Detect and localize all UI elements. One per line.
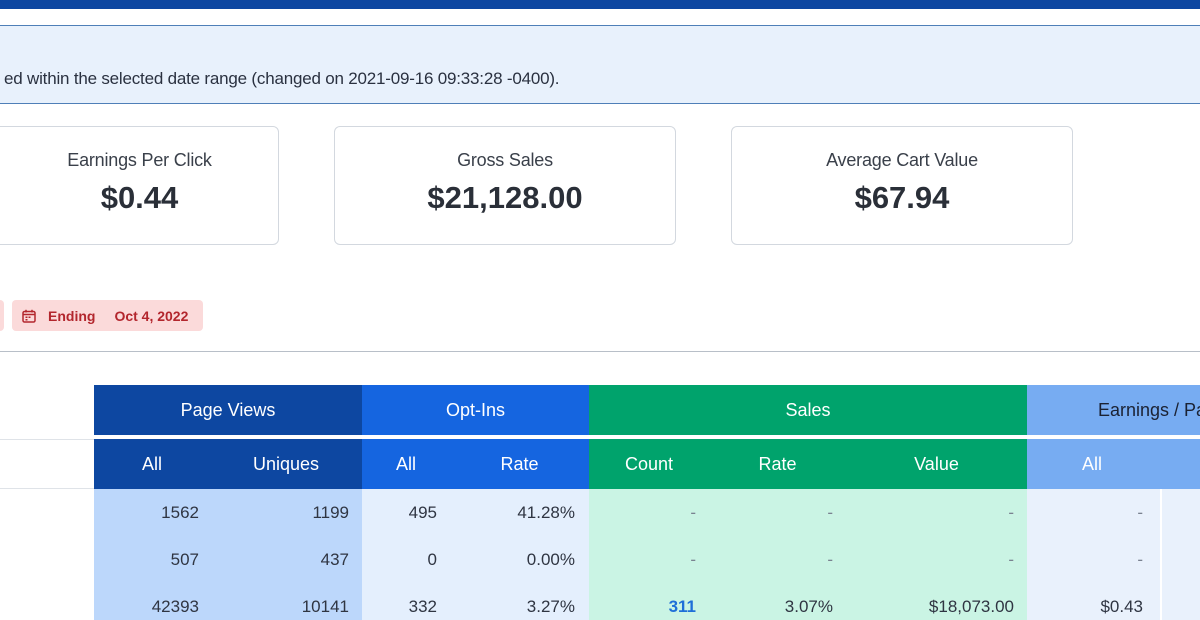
table-cell xyxy=(1162,583,1200,620)
table-cell: 507 xyxy=(94,536,210,583)
column-header-opt-all[interactable]: All xyxy=(362,439,450,489)
table-cell: $0.43 xyxy=(1027,583,1160,620)
table-cell: - xyxy=(846,489,1027,536)
header-group-earnings: Earnings / Pa xyxy=(1027,385,1200,435)
column-header-earnings-all[interactable]: All xyxy=(1027,439,1200,489)
column-header-pv-uniques[interactable]: Uniques xyxy=(210,439,362,489)
notice-banner xyxy=(0,25,1200,104)
stat-card-average-cart-value: Average Cart Value $67.94 xyxy=(731,126,1073,245)
row-divider xyxy=(0,439,94,440)
table-cell: 3.07% xyxy=(709,583,846,620)
sales-count-link[interactable]: 311 xyxy=(668,597,696,616)
end-date-value: Oct 4, 2022 xyxy=(114,307,189,324)
section-divider xyxy=(0,351,1200,352)
row-divider xyxy=(0,488,94,489)
table-cell: - xyxy=(589,536,709,583)
table-cell xyxy=(1162,489,1200,536)
stat-value: $21,128.00 xyxy=(427,180,583,215)
table-cell: - xyxy=(709,536,846,583)
table-cell: 3.27% xyxy=(450,583,589,620)
table-cell xyxy=(1162,536,1200,583)
table-cell: - xyxy=(709,489,846,536)
header-group-opt-ins: Opt-Ins xyxy=(362,385,589,435)
stat-label: Gross Sales xyxy=(457,150,553,170)
table-cell: 495 xyxy=(362,489,450,536)
stat-label: Earnings Per Click xyxy=(67,150,212,170)
calendar-icon xyxy=(22,309,36,323)
table-cell: 1562 xyxy=(94,489,210,536)
table-cell: $18,073.00 xyxy=(846,583,1027,620)
stat-card-gross-sales: Gross Sales $21,128.00 xyxy=(334,126,676,245)
header-group-page-views: Page Views xyxy=(94,385,362,435)
stat-card-earnings-per-click: Earnings Per Click $0.44 xyxy=(0,126,279,245)
column-header-opt-rate[interactable]: Rate xyxy=(450,439,589,489)
table-cell: 437 xyxy=(210,536,362,583)
stat-label: Average Cart Value xyxy=(826,150,978,170)
end-date-chip[interactable]: Ending Oct 4, 2022 xyxy=(12,300,203,331)
stat-value: $0.44 xyxy=(100,180,179,215)
table-cell: 41.28% xyxy=(450,489,589,536)
table-cell: 332 xyxy=(362,583,450,620)
header-group-sales: Sales xyxy=(589,385,1027,435)
column-header-sales-value[interactable]: Value xyxy=(846,439,1027,489)
top-bar xyxy=(0,0,1200,9)
table-cell: - xyxy=(589,489,709,536)
table-cell: 0 xyxy=(362,536,450,583)
column-header-pv-all[interactable]: All xyxy=(94,439,210,489)
column-header-sales-rate[interactable]: Rate xyxy=(709,439,846,489)
table-cell: 1199 xyxy=(210,489,362,536)
table-cell: - xyxy=(846,536,1027,583)
table-cell: - xyxy=(1027,489,1160,536)
stat-value: $67.94 xyxy=(854,180,950,215)
notice-text: ed within the selected date range (chang… xyxy=(4,69,560,88)
end-date-label: Ending xyxy=(48,307,96,324)
table-cell: - xyxy=(1027,536,1160,583)
sales-count-link-cell: 311 xyxy=(589,583,709,620)
table-cell: 10141 xyxy=(210,583,362,620)
column-header-sales-count[interactable]: Count xyxy=(589,439,709,489)
start-date-chip[interactable] xyxy=(0,300,4,331)
table-cell: 0.00% xyxy=(450,536,589,583)
table-cell: 42393 xyxy=(94,583,210,620)
